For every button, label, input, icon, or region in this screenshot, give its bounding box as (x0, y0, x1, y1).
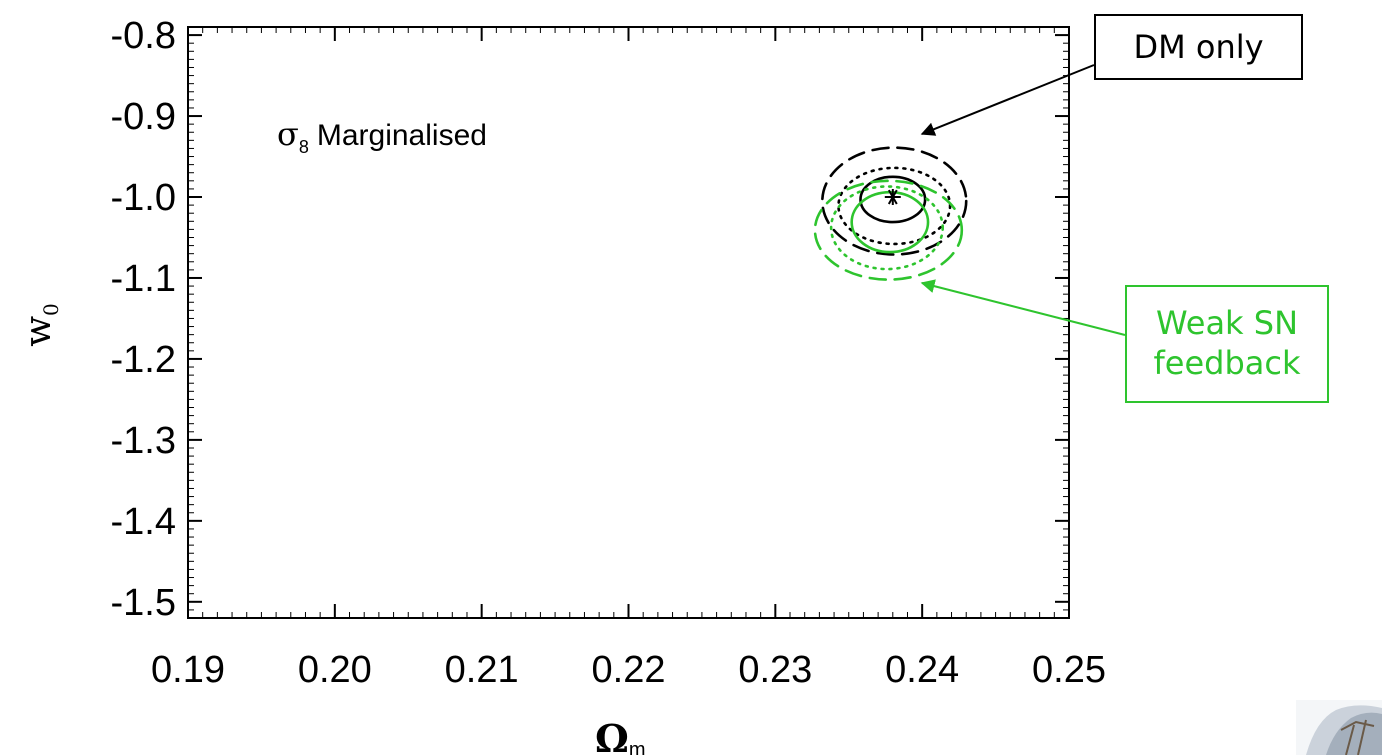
y-axis-title-sub: 0 (39, 303, 63, 316)
y-tick-labels: -0.8 -0.9 -1.0 -1.1 -1.2 -1.3 -1.4 -1.5 (111, 15, 176, 624)
dm-only-callout: DM only (1094, 14, 1303, 80)
sigma-symbol: σ (277, 115, 299, 153)
y-axis-title-main: w (18, 316, 59, 347)
x-tick-label: 0.23 (738, 649, 812, 691)
fiducial-point-marker (884, 189, 901, 206)
x-axis-title: Ωm (595, 716, 646, 755)
y-tick-label: -1.2 (111, 339, 176, 381)
weak-sn-feedback-callout: Weak SN feedback (1125, 285, 1329, 403)
contour-dm-only-middle (837, 166, 952, 246)
plot-frame (187, 26, 1070, 619)
y-axis-title: w0 (18, 303, 63, 347)
contour-dm-only-inner (859, 175, 927, 224)
weak-sn-label-line1: Weak SN (1155, 304, 1298, 342)
x-tick-label: 0.24 (885, 649, 959, 691)
contour-weak-sn-feedback-outer (813, 179, 964, 281)
dm-only-label: DM only (1133, 28, 1264, 66)
sigma8-annotation: σ8 Marginalised (277, 115, 487, 157)
weak-sn-arrow (920, 279, 1126, 336)
contours (813, 146, 968, 281)
annotation-text: Marginalised (317, 119, 487, 152)
y-tick-label: -1.3 (111, 420, 176, 462)
contour-dm-only-outer (821, 146, 968, 256)
x-tick-label: 0.25 (1032, 649, 1106, 691)
x-axis-title-sub: m (629, 739, 646, 755)
y-tick-label: -1.0 (111, 177, 176, 219)
x-tick-label: 0.21 (445, 649, 519, 691)
y-tick-label: -0.9 (111, 96, 176, 138)
weak-sn-label-line2: feedback (1153, 344, 1301, 382)
y-tick-label: -1.5 (111, 582, 176, 624)
tree-thumbnail-image (1296, 700, 1382, 755)
major-ticks (187, 27, 1070, 618)
contour-weak-sn-feedback-middle (829, 185, 945, 271)
x-tick-label: 0.22 (592, 649, 666, 691)
x-tick-label: 0.19 (151, 649, 225, 691)
y-tick-label: -0.8 (111, 15, 176, 57)
dm-only-arrow (920, 64, 1095, 136)
y-tick-label: -1.4 (111, 501, 176, 543)
sigma-subscript: 8 (299, 137, 309, 157)
x-tick-label: 0.20 (298, 649, 372, 691)
minor-ticks (187, 26, 1070, 619)
y-tick-label: -1.1 (111, 258, 176, 300)
x-tick-labels: 0.19 0.20 0.21 0.22 0.23 0.24 0.25 (151, 649, 1106, 691)
x-axis-title-main: Ω (595, 716, 629, 755)
